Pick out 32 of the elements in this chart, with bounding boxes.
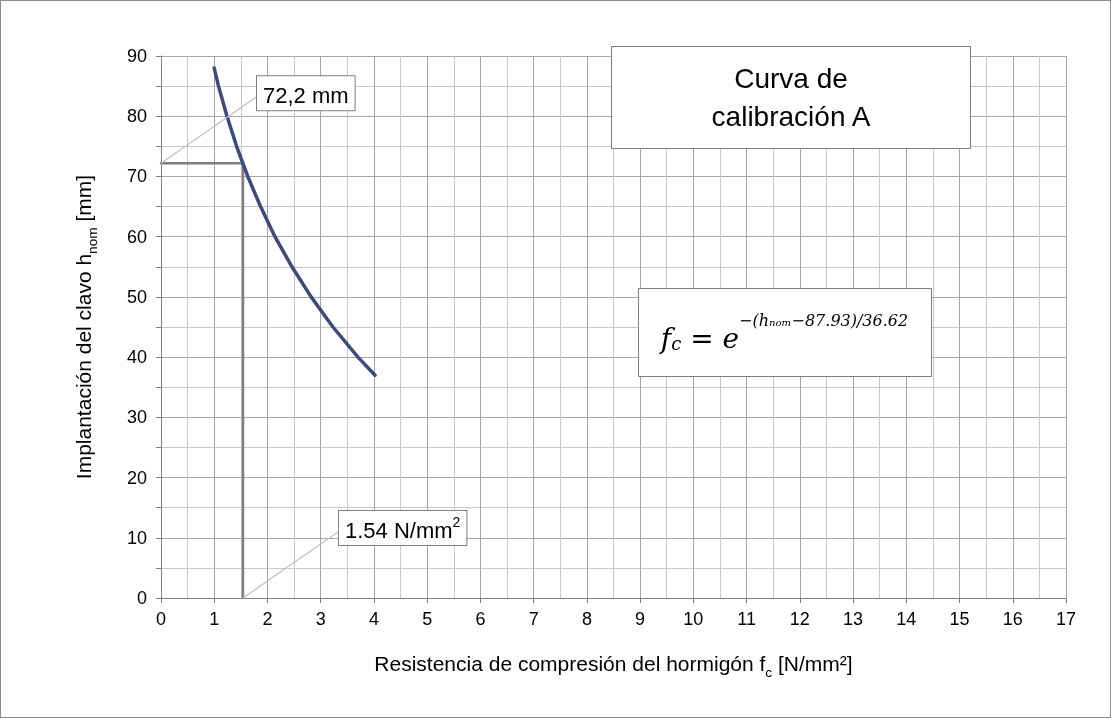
x-tick-label: 4 [368, 609, 379, 629]
x-tick-label: 0 [155, 609, 167, 629]
x-tick-label: 8 [581, 609, 592, 629]
y-tick-label: 60 [126, 226, 147, 247]
y-tick-label: 20 [126, 467, 147, 488]
x-tick-label: 7 [528, 609, 539, 629]
line-series [212, 66, 377, 377]
y-tick-label: 50 [126, 286, 147, 307]
y-tick-label: 70 [126, 166, 147, 187]
x-tick-label: 1 [209, 609, 220, 629]
x-tick-label: 6 [475, 609, 486, 629]
x-tick-label: 16 [1002, 609, 1023, 629]
annotation: 72,2 mm [263, 82, 349, 108]
y-tick-label: 40 [126, 347, 147, 368]
x-tick-label: 9 [635, 609, 646, 629]
x-tick-label: 14 [896, 609, 917, 629]
x-tick-label: 11 [737, 609, 756, 629]
title-box: Curva de calibración A [611, 46, 971, 149]
y-tick-label: 80 [126, 106, 147, 127]
x-tick-label: 2 [262, 609, 273, 629]
x-tick-label: 15 [949, 609, 970, 629]
x-tick-label: 5 [422, 609, 433, 629]
y-axis-title: Implantación del clavo hnom [mm] [71, 174, 100, 480]
x-tick-label: 10 [683, 609, 704, 629]
y-tick-label: 90 [126, 46, 147, 66]
y-tick-label: 0 [136, 588, 147, 608]
x-tick-label: 13 [843, 609, 864, 629]
y-tick-label: 10 [126, 527, 147, 548]
x-tick-label: 12 [789, 609, 810, 629]
y-tick-label: 30 [126, 407, 147, 428]
x-tick-label: 17 [1055, 609, 1077, 629]
x-tick-label: 3 [315, 609, 326, 629]
